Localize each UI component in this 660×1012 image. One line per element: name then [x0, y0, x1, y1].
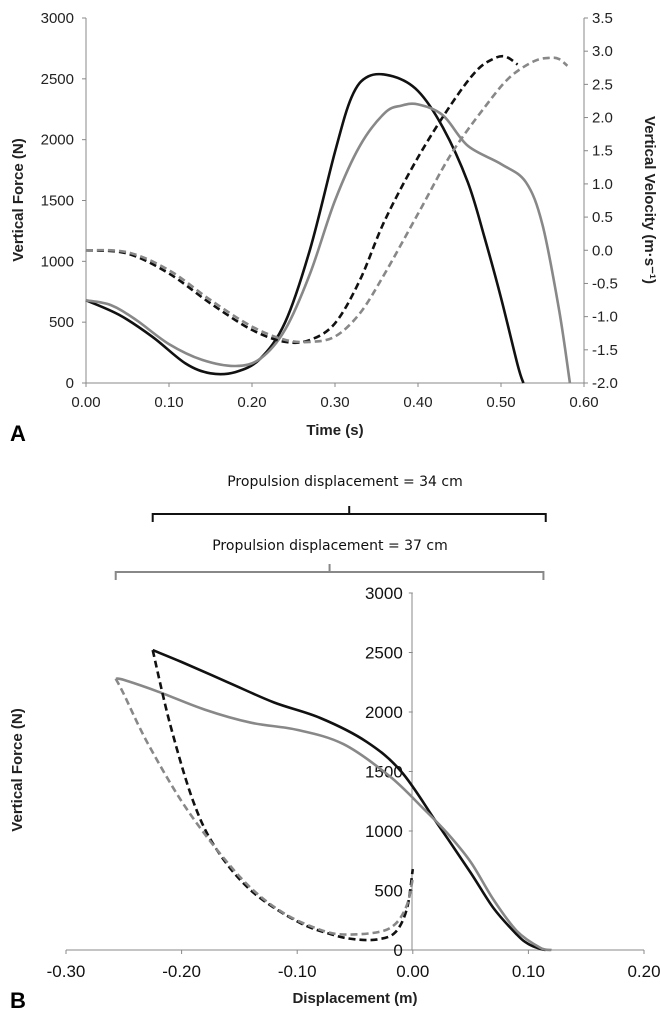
chart-a-y2-tick: 3.5 [592, 10, 613, 27]
chart-a-y2-tick: 2.5 [592, 76, 613, 93]
chart-a-y-tick: 1000 [41, 253, 74, 270]
chart-b-series-3 [151, 649, 415, 942]
chart-a-x-tick: 0.10 [154, 394, 183, 411]
chart-a-series-2 [85, 102, 572, 384]
chart-a-y-tick: 0 [66, 375, 74, 392]
chart-b-series-1 [152, 648, 546, 952]
chart-a-y-label: Vertical Force (N) [10, 138, 27, 261]
chart-a-y-tick: 2500 [41, 71, 74, 88]
chart-a-y2-tick: -0.5 [592, 275, 618, 292]
chart-a-series-1 [85, 72, 525, 384]
bracket-34cm [151, 506, 547, 522]
chart-b-series-2 [115, 677, 552, 952]
chart-a-x-tick: 0.40 [403, 394, 432, 411]
chart-a-series-3 [85, 54, 519, 345]
chart-a-y-tick: 500 [49, 314, 74, 331]
chart-a-y2-tick: 0.0 [592, 242, 613, 259]
chart-a-y-tick: 2000 [41, 132, 74, 149]
chart-a-y2-tick: 1.5 [592, 143, 613, 160]
chart-a-y-tick: 1500 [41, 193, 74, 210]
chart-b-y-tick: 2000 [365, 703, 403, 722]
chart-b: Propulsion displacement = 34 cm Propulsi… [9, 474, 660, 1012]
chart-b-y-tick: 0 [393, 941, 402, 960]
chart-a-x-tick: 0.00 [71, 394, 100, 411]
chart-b-x-label: Displacement (m) [292, 990, 417, 1007]
panel-a-label: A [10, 421, 26, 446]
chart-b-x-tick: -0.10 [278, 962, 317, 981]
chart-a-y2-tick: 0.5 [592, 209, 613, 226]
chart-b-y-label: Vertical Force (N) [9, 708, 26, 831]
chart-a-series-4 [85, 56, 569, 344]
chart-a-y2-tick: -1.0 [592, 309, 618, 326]
chart-b-x-tick: 0.20 [627, 962, 660, 981]
bracket-37cm [114, 564, 545, 580]
chart-a-x-tick: 0.60 [569, 394, 598, 411]
chart-a-y2-tick: 3.0 [592, 43, 613, 60]
chart-a-y2-tick: 1.0 [592, 176, 613, 193]
chart-b-x-tick: 0.00 [396, 962, 429, 981]
chart-b-y-tick: 1000 [365, 822, 403, 841]
chart-a-x-tick: 0.20 [237, 394, 266, 411]
chart-a-x-label: Time (s) [306, 422, 363, 439]
chart-a-y2-label: Vertical Velocity (m·s⁻¹) [641, 116, 658, 284]
bracket-label-37: Propulsion displacement = 37 cm [212, 538, 448, 554]
chart-b-x-tick: -0.20 [162, 962, 201, 981]
chart-b-y-tick: 3000 [365, 584, 403, 603]
chart-a: 0.00 0.10 0.20 0.30 0.40 0.50 0.60 0 500 1000 1500… [10, 10, 658, 446]
bracket-label-34: Propulsion displacement = 34 cm [227, 474, 463, 490]
chart-b-x-tick: 0.10 [512, 962, 545, 981]
chart-a-x-tick: 0.50 [486, 394, 515, 411]
chart-b-y-tick: 2500 [365, 644, 403, 663]
chart-b-y-tick: 500 [374, 882, 402, 901]
chart-a-y-tick: 3000 [41, 10, 74, 27]
panel-b-label: B [10, 988, 26, 1012]
chart-a-y2-tick: 2.0 [592, 110, 613, 127]
chart-b-x-tick: -0.30 [47, 962, 86, 981]
chart-a-y2-tick: -1.5 [592, 342, 618, 359]
chart-b-series-4 [114, 678, 415, 936]
chart-a-x-tick: 0.30 [320, 394, 349, 411]
chart-a-y2-tick: -2.0 [592, 375, 618, 392]
